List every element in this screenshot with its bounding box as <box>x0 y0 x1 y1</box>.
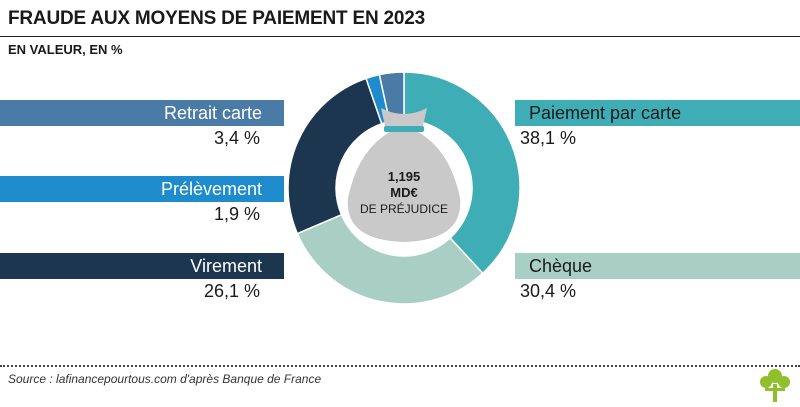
center-amount: 1,195 <box>388 169 421 184</box>
tree-logo-icon <box>760 369 790 402</box>
label-cheque: Chèque <box>529 256 593 276</box>
slice-virement <box>287 77 383 235</box>
label-band-carte: Paiement par carte <box>515 100 800 126</box>
center-caption: DE PRÉJUDICE <box>360 201 448 216</box>
label-prelevement: Prélèvement <box>160 179 262 199</box>
label-band-prelevement: Prélèvement <box>0 176 284 202</box>
value-prelevement: 1,9 % <box>213 204 260 224</box>
label-virement: Virement <box>190 256 262 276</box>
label-retrait: Retrait carte <box>163 103 262 123</box>
value-retrait: 3,4 % <box>213 128 260 148</box>
money-bag-icon <box>347 108 461 242</box>
donut-chart: 1,195 MD€ DE PRÉJUDICE <box>287 71 521 305</box>
center-unit: MD€ <box>390 185 417 200</box>
slice-carte <box>403 71 521 275</box>
slice-cheque <box>296 213 484 305</box>
title-divider <box>0 36 800 37</box>
label-carte: Paiement par carte <box>529 103 682 123</box>
value-carte: 38,1 % <box>520 128 577 148</box>
donut-slices <box>287 71 521 305</box>
chart-subtitle: EN VALEUR, EN % <box>8 42 123 57</box>
page-title: FRAUDE AUX MOYENS DE PAIEMENT EN 2023 <box>8 8 426 29</box>
footer-divider <box>0 365 800 367</box>
source-note: Source : lafinancepourtous.com d'après B… <box>8 372 322 386</box>
label-band-cheque: Chèque <box>515 253 800 279</box>
value-cheque: 30,4 % <box>520 281 577 301</box>
value-virement: 26,1 % <box>203 281 260 301</box>
label-band-retrait: Retrait carte <box>0 100 284 126</box>
label-band-virement: Virement <box>0 253 284 279</box>
